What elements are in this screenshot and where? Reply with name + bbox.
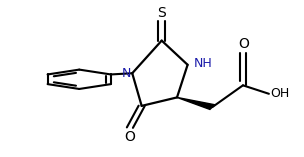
Text: S: S — [157, 6, 166, 20]
Text: O: O — [124, 130, 135, 144]
Text: NH: NH — [193, 57, 212, 70]
Text: OH: OH — [270, 87, 289, 100]
Text: N: N — [122, 67, 131, 80]
Polygon shape — [177, 97, 215, 109]
Text: O: O — [239, 38, 250, 51]
